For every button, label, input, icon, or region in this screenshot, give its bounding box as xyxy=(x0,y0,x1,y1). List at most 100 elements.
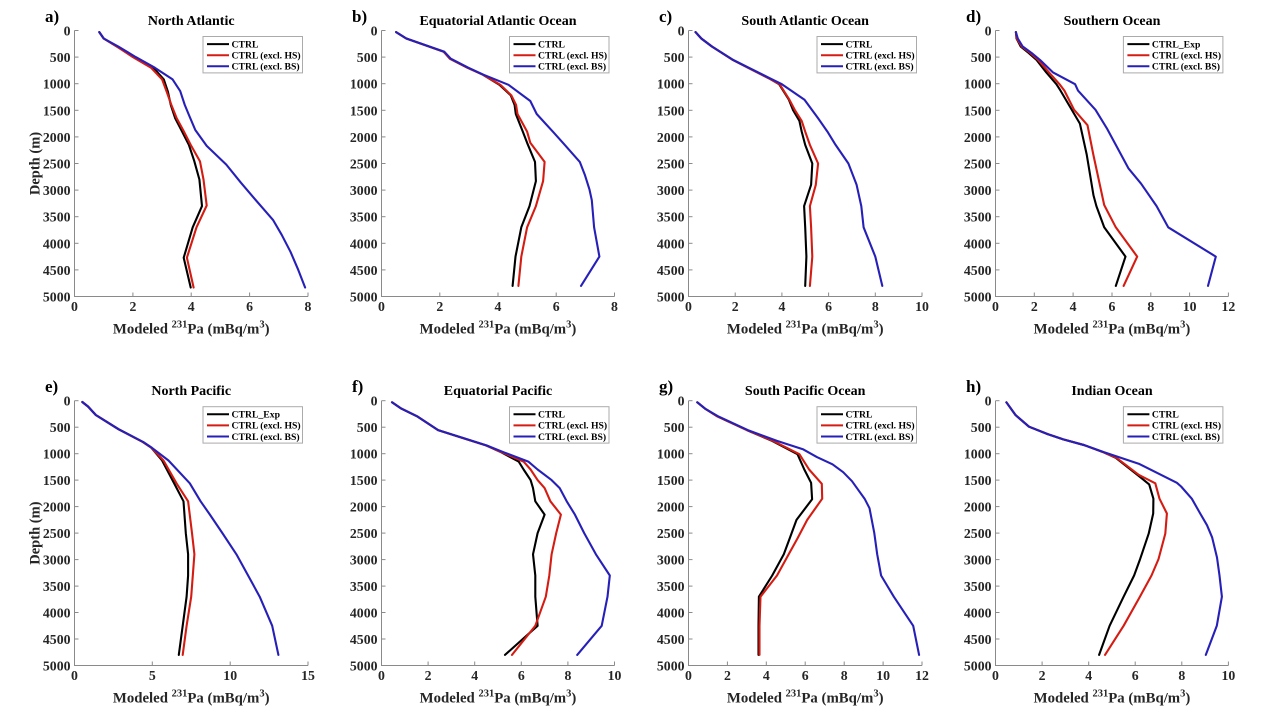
svg-text:1500: 1500 xyxy=(350,103,378,118)
svg-text:1500: 1500 xyxy=(43,103,71,118)
svg-text:3000: 3000 xyxy=(657,183,685,198)
svg-text:3000: 3000 xyxy=(43,553,71,568)
svg-text:6: 6 xyxy=(1132,668,1139,683)
svg-text:2500: 2500 xyxy=(964,526,992,541)
svg-text:3500: 3500 xyxy=(350,579,378,594)
svg-text:500: 500 xyxy=(664,50,685,65)
svg-text:1000: 1000 xyxy=(43,77,71,92)
svg-text:CTRL: CTRL xyxy=(232,39,259,50)
svg-text:10: 10 xyxy=(608,668,622,683)
svg-text:500: 500 xyxy=(971,420,992,435)
svg-text:5000: 5000 xyxy=(657,659,685,674)
svg-text:0: 0 xyxy=(378,299,385,314)
svg-text:g): g) xyxy=(659,377,673,396)
svg-text:500: 500 xyxy=(357,50,378,65)
svg-text:5: 5 xyxy=(149,668,156,683)
svg-text:2000: 2000 xyxy=(350,500,378,515)
svg-text:CTRL (excl. HS): CTRL (excl. HS) xyxy=(232,421,301,432)
svg-text:4500: 4500 xyxy=(43,632,71,647)
svg-text:3000: 3000 xyxy=(964,553,992,568)
svg-text:0: 0 xyxy=(678,24,685,39)
svg-text:3500: 3500 xyxy=(657,579,685,594)
svg-text:2500: 2500 xyxy=(964,157,992,172)
svg-text:5000: 5000 xyxy=(657,290,685,305)
svg-text:0: 0 xyxy=(378,668,385,683)
svg-text:500: 500 xyxy=(664,420,685,435)
svg-text:Equatorial Atlantic Ocean: Equatorial Atlantic Ocean xyxy=(419,14,576,29)
svg-text:500: 500 xyxy=(357,420,378,435)
svg-text:CTRL: CTRL xyxy=(538,410,565,421)
svg-text:3000: 3000 xyxy=(350,553,378,568)
svg-text:2000: 2000 xyxy=(43,500,71,515)
svg-text:CTRL (excl. HS): CTRL (excl. HS) xyxy=(1152,421,1221,432)
svg-text:0: 0 xyxy=(64,24,71,39)
svg-text:h): h) xyxy=(966,377,981,396)
svg-text:2000: 2000 xyxy=(964,130,992,145)
svg-text:1000: 1000 xyxy=(43,447,71,462)
svg-text:CTRL (excl. BS): CTRL (excl. BS) xyxy=(1152,62,1220,73)
svg-text:CTRL (excl. HS): CTRL (excl. HS) xyxy=(538,421,607,432)
svg-text:CTRL (excl. BS): CTRL (excl. BS) xyxy=(538,432,606,443)
svg-text:1000: 1000 xyxy=(657,447,685,462)
svg-text:2000: 2000 xyxy=(350,130,378,145)
svg-text:4: 4 xyxy=(763,668,770,683)
svg-text:0: 0 xyxy=(71,299,78,314)
svg-text:CTRL_Exp: CTRL_Exp xyxy=(232,410,280,421)
svg-text:South Pacific Ocean: South Pacific Ocean xyxy=(745,384,866,399)
svg-text:1500: 1500 xyxy=(350,473,378,488)
svg-text:5000: 5000 xyxy=(43,290,71,305)
svg-text:CTRL: CTRL xyxy=(538,39,565,50)
svg-text:0: 0 xyxy=(992,668,999,683)
svg-text:CTRL (excl. BS): CTRL (excl. BS) xyxy=(1152,432,1220,443)
svg-text:3500: 3500 xyxy=(964,210,992,225)
svg-text:6: 6 xyxy=(246,299,253,314)
svg-text:6: 6 xyxy=(825,299,832,314)
svg-text:4: 4 xyxy=(495,299,502,314)
svg-text:12: 12 xyxy=(1222,299,1236,314)
svg-text:4000: 4000 xyxy=(657,236,685,251)
svg-text:Modeled 231Pa (mBq/m3): Modeled 231Pa (mBq/m3) xyxy=(420,320,577,338)
svg-text:0: 0 xyxy=(685,668,692,683)
svg-text:d): d) xyxy=(966,7,981,26)
svg-text:Modeled 231Pa (mBq/m3): Modeled 231Pa (mBq/m3) xyxy=(727,689,884,707)
svg-text:10: 10 xyxy=(915,299,929,314)
svg-text:f): f) xyxy=(352,377,363,396)
svg-text:4500: 4500 xyxy=(657,263,685,278)
svg-text:CTRL_Exp: CTRL_Exp xyxy=(1152,39,1200,50)
svg-text:12: 12 xyxy=(915,668,929,683)
svg-text:1000: 1000 xyxy=(350,77,378,92)
svg-text:4: 4 xyxy=(1085,668,1092,683)
svg-text:500: 500 xyxy=(50,50,71,65)
svg-text:Modeled 231Pa (mBq/m3): Modeled 231Pa (mBq/m3) xyxy=(1034,689,1191,707)
svg-text:CTRL: CTRL xyxy=(846,410,873,421)
svg-text:4: 4 xyxy=(471,668,478,683)
svg-text:8: 8 xyxy=(305,299,312,314)
svg-text:CTRL (excl. BS): CTRL (excl. BS) xyxy=(846,62,914,73)
svg-text:4000: 4000 xyxy=(350,236,378,251)
svg-text:10: 10 xyxy=(1183,299,1197,314)
svg-text:500: 500 xyxy=(971,50,992,65)
svg-text:2000: 2000 xyxy=(657,130,685,145)
svg-text:Indian Ocean: Indian Ocean xyxy=(1071,384,1153,399)
svg-text:1500: 1500 xyxy=(964,103,992,118)
svg-text:North Pacific: North Pacific xyxy=(151,384,231,399)
svg-text:a): a) xyxy=(45,7,59,26)
svg-text:0: 0 xyxy=(985,24,992,39)
svg-text:3000: 3000 xyxy=(43,183,71,198)
svg-text:3000: 3000 xyxy=(350,183,378,198)
svg-text:Equatorial Pacific: Equatorial Pacific xyxy=(444,384,553,399)
svg-text:0: 0 xyxy=(992,299,999,314)
svg-text:10: 10 xyxy=(876,668,890,683)
svg-text:1000: 1000 xyxy=(964,447,992,462)
svg-text:2: 2 xyxy=(732,299,739,314)
svg-text:0: 0 xyxy=(985,394,992,409)
svg-text:CTRL (excl. HS): CTRL (excl. HS) xyxy=(846,421,915,432)
svg-text:4: 4 xyxy=(188,299,195,314)
svg-text:South Atlantic Ocean: South Atlantic Ocean xyxy=(741,14,869,29)
svg-text:2500: 2500 xyxy=(657,526,685,541)
svg-text:0: 0 xyxy=(685,299,692,314)
svg-text:4000: 4000 xyxy=(657,606,685,621)
svg-text:4000: 4000 xyxy=(43,606,71,621)
svg-text:2: 2 xyxy=(1031,299,1038,314)
svg-text:2: 2 xyxy=(724,668,731,683)
